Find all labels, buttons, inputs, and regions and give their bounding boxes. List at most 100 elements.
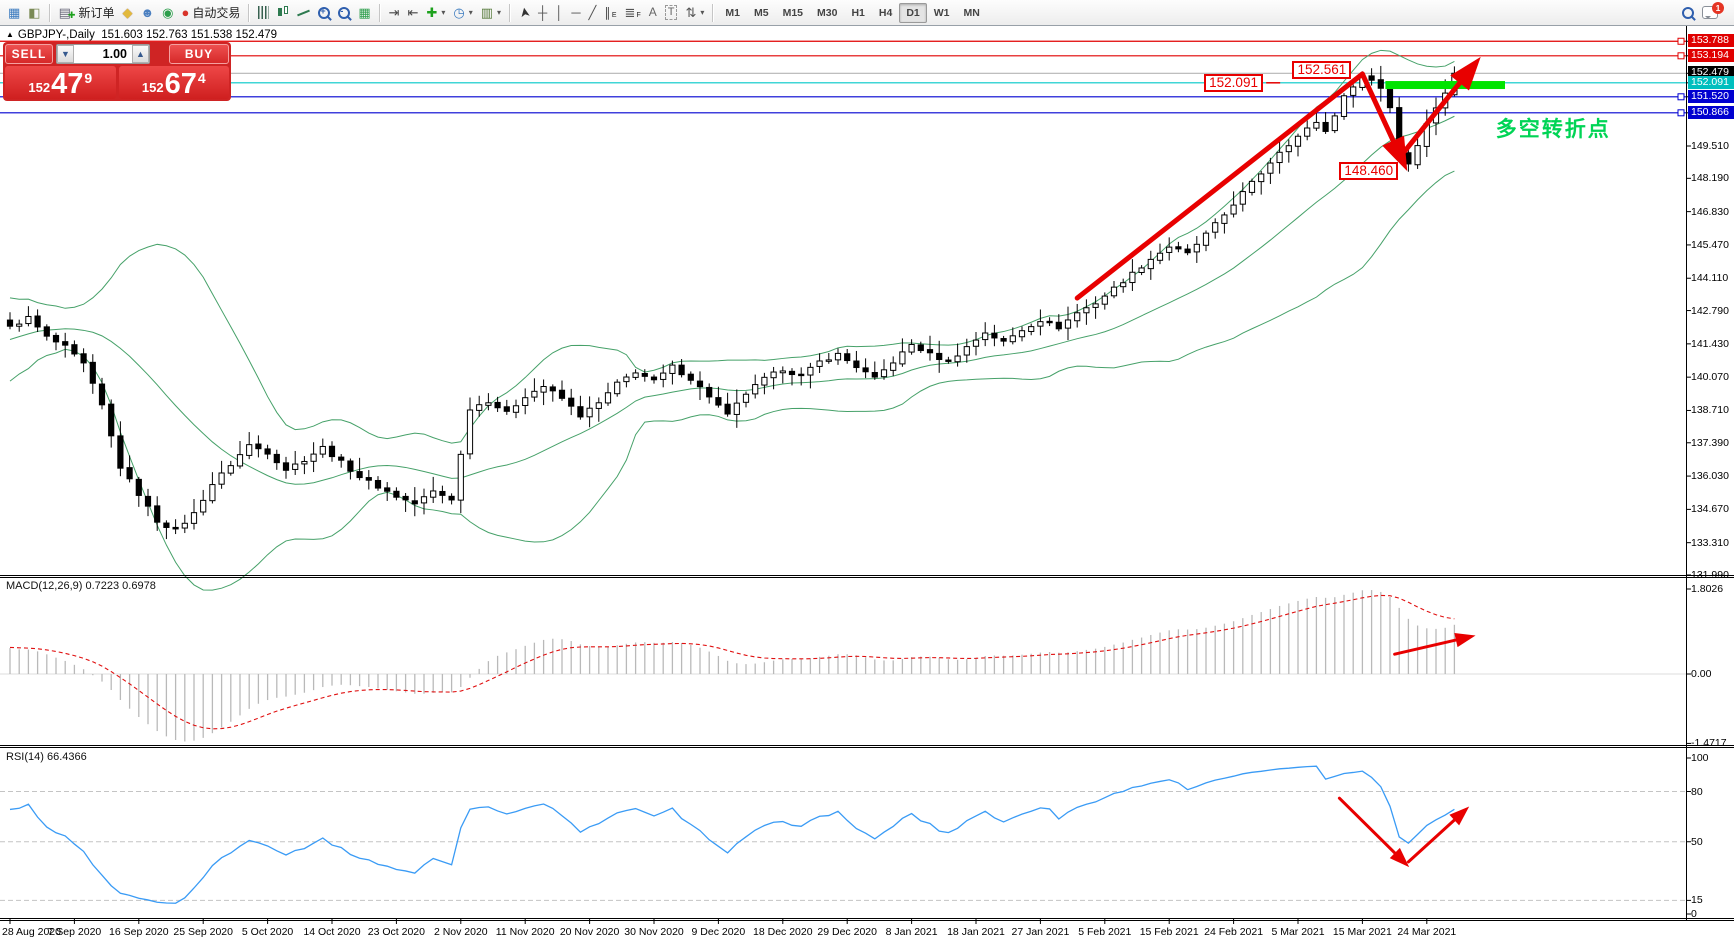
toolbar: ▦ ◧ ▤ ✚ 新订单 ◆ ☻ ◉ ● 自动交易 + - ▦ ⇥ ⇤ ✚ ▾ ◷ ▾…	[0, 0, 1734, 26]
timeframe-button-W1[interactable]: W1	[933, 6, 950, 19]
channel-tool[interactable]: ∥ E	[600, 2, 620, 24]
sell-price-display[interactable]: 152 47 9	[5, 66, 116, 99]
metaeditor-button[interactable]: ◆	[118, 2, 136, 24]
fibonacci-tool[interactable]: ≣ F	[621, 2, 645, 24]
cursor-tool[interactable]: ➤	[515, 2, 534, 24]
price-axis-tick: 144.110	[1691, 272, 1729, 285]
date-axis-label[interactable]: 25 Sep 2020	[173, 926, 233, 938]
volume-input[interactable]: 1.00	[102, 47, 127, 61]
timeframe-button-M5[interactable]: M5	[753, 6, 769, 19]
signals-button[interactable]: ◉	[158, 2, 177, 24]
search-button[interactable]	[1678, 2, 1698, 24]
buy-price-display[interactable]: 152 67 4	[118, 66, 229, 99]
price-axis-tick: 136.030	[1691, 470, 1729, 483]
date-axis-label[interactable]: 7 Sep 2020	[47, 926, 102, 938]
vertical-line-tool[interactable]: │	[551, 2, 567, 24]
notifications-button[interactable]: 1	[1698, 2, 1724, 24]
tile-windows-icon: ▦	[358, 5, 371, 20]
timeframe-button-M30[interactable]: M30	[817, 6, 838, 19]
date-axis-label[interactable]: 27 Jan 2021	[1011, 926, 1070, 938]
date-axis-label[interactable]: 14 Oct 2020	[303, 926, 361, 938]
date-axis-label[interactable]: 5 Oct 2020	[241, 926, 294, 938]
date-axis-label[interactable]: 30 Nov 2020	[624, 926, 684, 938]
date-axis-label[interactable]: 9 Dec 2020	[691, 926, 746, 938]
autotrading-button[interactable]: ● 自动交易	[177, 2, 244, 24]
date-axis-label[interactable]: 15 Feb 2021	[1139, 926, 1199, 938]
new-chart-button[interactable]: ▦	[4, 2, 24, 24]
chart-shift-icon: ⇤	[407, 5, 419, 20]
macd-indicator-label: MACD(12,26,9) 0.7223 0.6978	[6, 580, 156, 592]
text-label-tool[interactable]: T	[661, 2, 682, 24]
date-axis-label[interactable]: 5 Mar 2021	[1271, 926, 1325, 938]
date-axis-label[interactable]: 15 Mar 2021	[1332, 926, 1392, 938]
date-axis-label[interactable]: 23 Oct 2020	[367, 926, 425, 938]
indicators-button[interactable]: ✚ ▾	[422, 2, 449, 24]
timeframe-button-M1[interactable]: M1	[725, 6, 740, 19]
timeframe-button-H1[interactable]: H1	[851, 6, 865, 19]
date-axis-label[interactable]: 18 Dec 2020	[753, 926, 813, 938]
rsi-axis-tick: 80	[1691, 785, 1703, 798]
new-chart-icon: ▦	[8, 5, 21, 20]
price-level-badge: 153.788	[1688, 34, 1734, 48]
date-axis-label[interactable]: 5 Feb 2021	[1078, 926, 1132, 938]
auto-scroll-button[interactable]: ⇥	[385, 2, 404, 24]
chart-shift-button[interactable]: ⇤	[404, 2, 423, 24]
date-axis-label[interactable]: 11 Nov 2020	[495, 926, 555, 938]
sell-price-prefix: 152	[28, 80, 51, 95]
volume-spinner: ▼ 1.00 ▲	[56, 44, 150, 64]
chevron-down-icon: ▾	[441, 8, 446, 17]
date-axis-label[interactable]: 8 Jan 2021	[885, 926, 938, 938]
cursor-icon: ➤	[516, 5, 533, 20]
price-label-152561[interactable]: 152.561	[1292, 60, 1352, 79]
zoom-out-icon: -	[338, 6, 351, 19]
collapse-arrow-icon[interactable]: ▲	[6, 30, 14, 39]
zoom-in-button[interactable]: +	[314, 2, 334, 24]
macd-axis-tick: -1.4717	[1691, 737, 1727, 750]
zoom-out-button[interactable]: -	[334, 2, 354, 24]
fibo-sub-label: F	[636, 12, 641, 19]
date-axis-label[interactable]: 24 Mar 2021	[1397, 926, 1457, 938]
sell-button[interactable]: SELL	[5, 44, 53, 64]
timeframe-button-H4[interactable]: H4	[878, 6, 893, 19]
timeframe-button-M15[interactable]: M15	[782, 6, 804, 19]
text-tool[interactable]: A	[645, 2, 661, 24]
date-axis-label[interactable]: 18 Jan 2021	[947, 926, 1005, 938]
price-label-152091[interactable]: 152.091	[1204, 73, 1263, 92]
date-axis-label[interactable]: 2 Nov 2020	[433, 926, 488, 938]
zoom-in-icon: +	[318, 6, 331, 19]
turning-point-text[interactable]: 多空转折点	[1495, 118, 1611, 142]
new-order-button[interactable]: ▤ ✚ 新订单	[55, 2, 119, 24]
date-axis-label[interactable]: 20 Nov 2020	[559, 926, 620, 938]
profiles-button[interactable]: ◧	[24, 2, 44, 24]
price-label-148460[interactable]: 148.460	[1339, 161, 1399, 180]
horizontal-line-tool[interactable]: ─	[567, 2, 584, 24]
periods-button[interactable]: ◷ ▾	[449, 2, 476, 24]
date-axis-label[interactable]: 29 Dec 2020	[817, 926, 877, 938]
candlestick-button[interactable]	[273, 2, 293, 24]
price-level-badge: 152.091	[1688, 75, 1734, 89]
timeframe-button-D1[interactable]: D1	[899, 2, 927, 23]
tile-windows-button[interactable]: ▦	[354, 2, 374, 24]
notification-badge: 1	[1712, 2, 1724, 14]
arrows-tool[interactable]: ⇅ ▾	[681, 2, 708, 24]
crosshair-tool[interactable]: ┼	[534, 2, 551, 24]
timeframe-button-MN[interactable]: MN	[963, 6, 980, 19]
price-axis-tick: 138.710	[1691, 404, 1729, 417]
sell-price-sup: 9	[84, 70, 93, 86]
templates-button[interactable]: ▥ ▾	[477, 2, 505, 24]
chevron-down-icon: ▾	[468, 8, 473, 17]
macd-axis-tick: 1.8026	[1691, 582, 1724, 595]
volume-decrease-button[interactable]: ▼	[57, 45, 74, 63]
buy-button[interactable]: BUY	[169, 44, 229, 64]
date-axis-label[interactable]: 16 Sep 2020	[109, 926, 169, 938]
bar-chart-button[interactable]	[254, 2, 273, 24]
trendline-tool[interactable]: ╱	[585, 2, 601, 24]
price-level-badge: 153.194	[1688, 48, 1734, 62]
accounts-button[interactable]: ☻	[136, 2, 158, 24]
line-chart-button[interactable]	[293, 2, 314, 24]
crosshair-icon: ┼	[537, 5, 548, 20]
volume-increase-button[interactable]: ▲	[132, 45, 149, 63]
date-axis-label[interactable]: 28 Aug 2020	[2, 926, 61, 938]
date-axis-label[interactable]: 24 Feb 2021	[1204, 926, 1264, 938]
